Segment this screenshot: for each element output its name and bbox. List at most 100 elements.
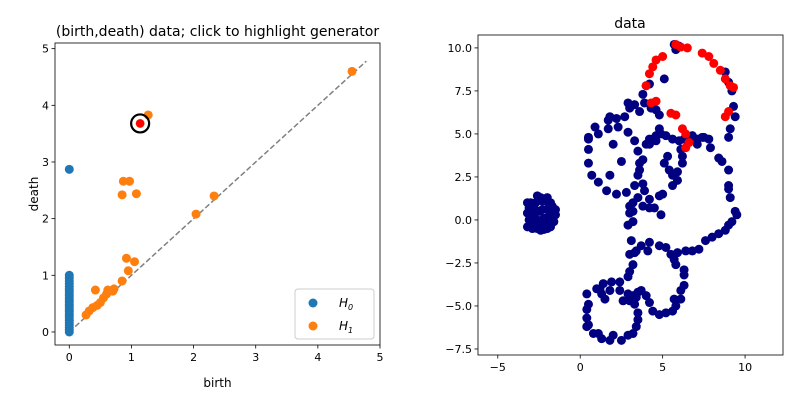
data-point xyxy=(593,129,603,139)
data-point xyxy=(630,136,640,146)
data-point xyxy=(677,151,687,161)
selected-point-marker xyxy=(135,119,145,128)
data-scatter-axes[interactable] xyxy=(477,34,784,356)
x-axis-ticks: 0 1 2 3 4 5 xyxy=(66,345,384,364)
data-point xyxy=(633,308,643,318)
data-point xyxy=(644,139,654,149)
data-point xyxy=(707,232,717,242)
y-axis-ticks: 0 1 2 3 4 5 xyxy=(42,43,55,339)
h1-point[interactable] xyxy=(130,257,140,267)
data-point xyxy=(623,220,633,230)
h1-point[interactable] xyxy=(117,276,127,286)
data-point xyxy=(656,210,666,220)
data-point xyxy=(677,158,687,168)
data-point xyxy=(602,186,612,196)
data-point xyxy=(616,156,626,166)
data-point xyxy=(725,124,735,134)
generator-point xyxy=(720,74,730,84)
h1-point[interactable] xyxy=(90,285,100,295)
h1-point[interactable] xyxy=(121,253,131,263)
h1-point[interactable] xyxy=(209,191,219,201)
ax0-ytick-label: 3 xyxy=(42,156,49,169)
legend-box xyxy=(294,288,375,340)
data-point xyxy=(628,328,638,338)
data-point xyxy=(608,330,618,340)
ax0-xtick-label: 0 xyxy=(66,351,73,364)
data-point xyxy=(640,186,650,196)
data-point xyxy=(635,165,645,175)
ax0-xtick-label: 1 xyxy=(128,351,135,364)
data-point xyxy=(550,205,560,215)
h1-point[interactable] xyxy=(123,266,133,276)
x-axis-label: birth xyxy=(203,376,231,390)
selection-ring xyxy=(130,113,151,134)
h1-point[interactable] xyxy=(118,176,128,186)
legend-label-h1: H1 xyxy=(339,319,353,335)
generator-point xyxy=(644,69,654,79)
data-point xyxy=(526,210,536,220)
h1-point[interactable] xyxy=(131,189,141,199)
data-point xyxy=(522,198,532,208)
data-point xyxy=(633,146,643,156)
data-point xyxy=(668,170,678,180)
data-point xyxy=(638,89,648,99)
generator-point xyxy=(729,82,739,92)
data-point xyxy=(727,217,737,227)
data-point xyxy=(676,294,686,304)
generator-point xyxy=(641,81,651,91)
data-point xyxy=(620,112,630,122)
ax1-xtick-label: 5 xyxy=(659,361,666,374)
data-point xyxy=(623,272,633,282)
data-point xyxy=(724,132,734,142)
h0-point[interactable] xyxy=(64,270,74,280)
data-point xyxy=(692,139,702,149)
h0-point[interactable] xyxy=(64,164,74,174)
ax0-ytick-label: 2 xyxy=(42,213,49,226)
data-point xyxy=(701,236,711,246)
data-points xyxy=(522,39,742,345)
data-point xyxy=(613,122,623,132)
data-point xyxy=(643,246,653,256)
data-point xyxy=(615,277,625,287)
generator-point xyxy=(720,112,730,122)
ax1-ytick-label: −2.5 xyxy=(445,257,472,270)
legend-marker-h1 xyxy=(308,321,318,331)
data-point xyxy=(532,191,542,201)
data-point xyxy=(638,179,648,189)
data-point xyxy=(542,193,552,203)
h1-point[interactable] xyxy=(109,284,119,294)
h1-point[interactable] xyxy=(191,209,201,219)
data-point xyxy=(534,218,544,228)
generator-point xyxy=(648,62,658,72)
persistence-diagram: (birth,death) data; click to highlight g… xyxy=(27,24,384,390)
h1-point[interactable] xyxy=(117,190,127,200)
data-point xyxy=(605,285,615,295)
generator-point xyxy=(681,143,691,153)
ax0-xtick-label: 4 xyxy=(314,351,321,364)
data-point xyxy=(654,191,664,201)
data-scatter-title: data xyxy=(614,16,646,32)
data-point xyxy=(638,201,648,211)
ax1-ytick-label: 5.0 xyxy=(455,128,473,141)
ax1-xtick-label: 0 xyxy=(577,361,584,374)
data-point xyxy=(668,134,678,144)
data-point xyxy=(582,289,592,299)
ax1-ytick-label: 10.0 xyxy=(448,42,473,55)
h1-point[interactable] xyxy=(347,66,357,76)
data-point xyxy=(724,165,734,175)
data-point xyxy=(671,301,681,311)
data-point xyxy=(679,280,689,290)
generator-point xyxy=(651,96,661,106)
ax0-xtick-label: 3 xyxy=(252,351,259,364)
persistence-diagram-title: (birth,death) data; click to highlight g… xyxy=(56,24,379,40)
data-point xyxy=(582,304,592,314)
data-point xyxy=(626,236,636,246)
data-point xyxy=(681,246,691,256)
data-point xyxy=(522,222,532,232)
ax0-ytick-label: 1 xyxy=(42,269,49,282)
h1-point[interactable] xyxy=(125,176,135,186)
data-point xyxy=(630,181,640,191)
ax0-xtick-label: 5 xyxy=(377,351,384,364)
data-point xyxy=(628,260,638,270)
